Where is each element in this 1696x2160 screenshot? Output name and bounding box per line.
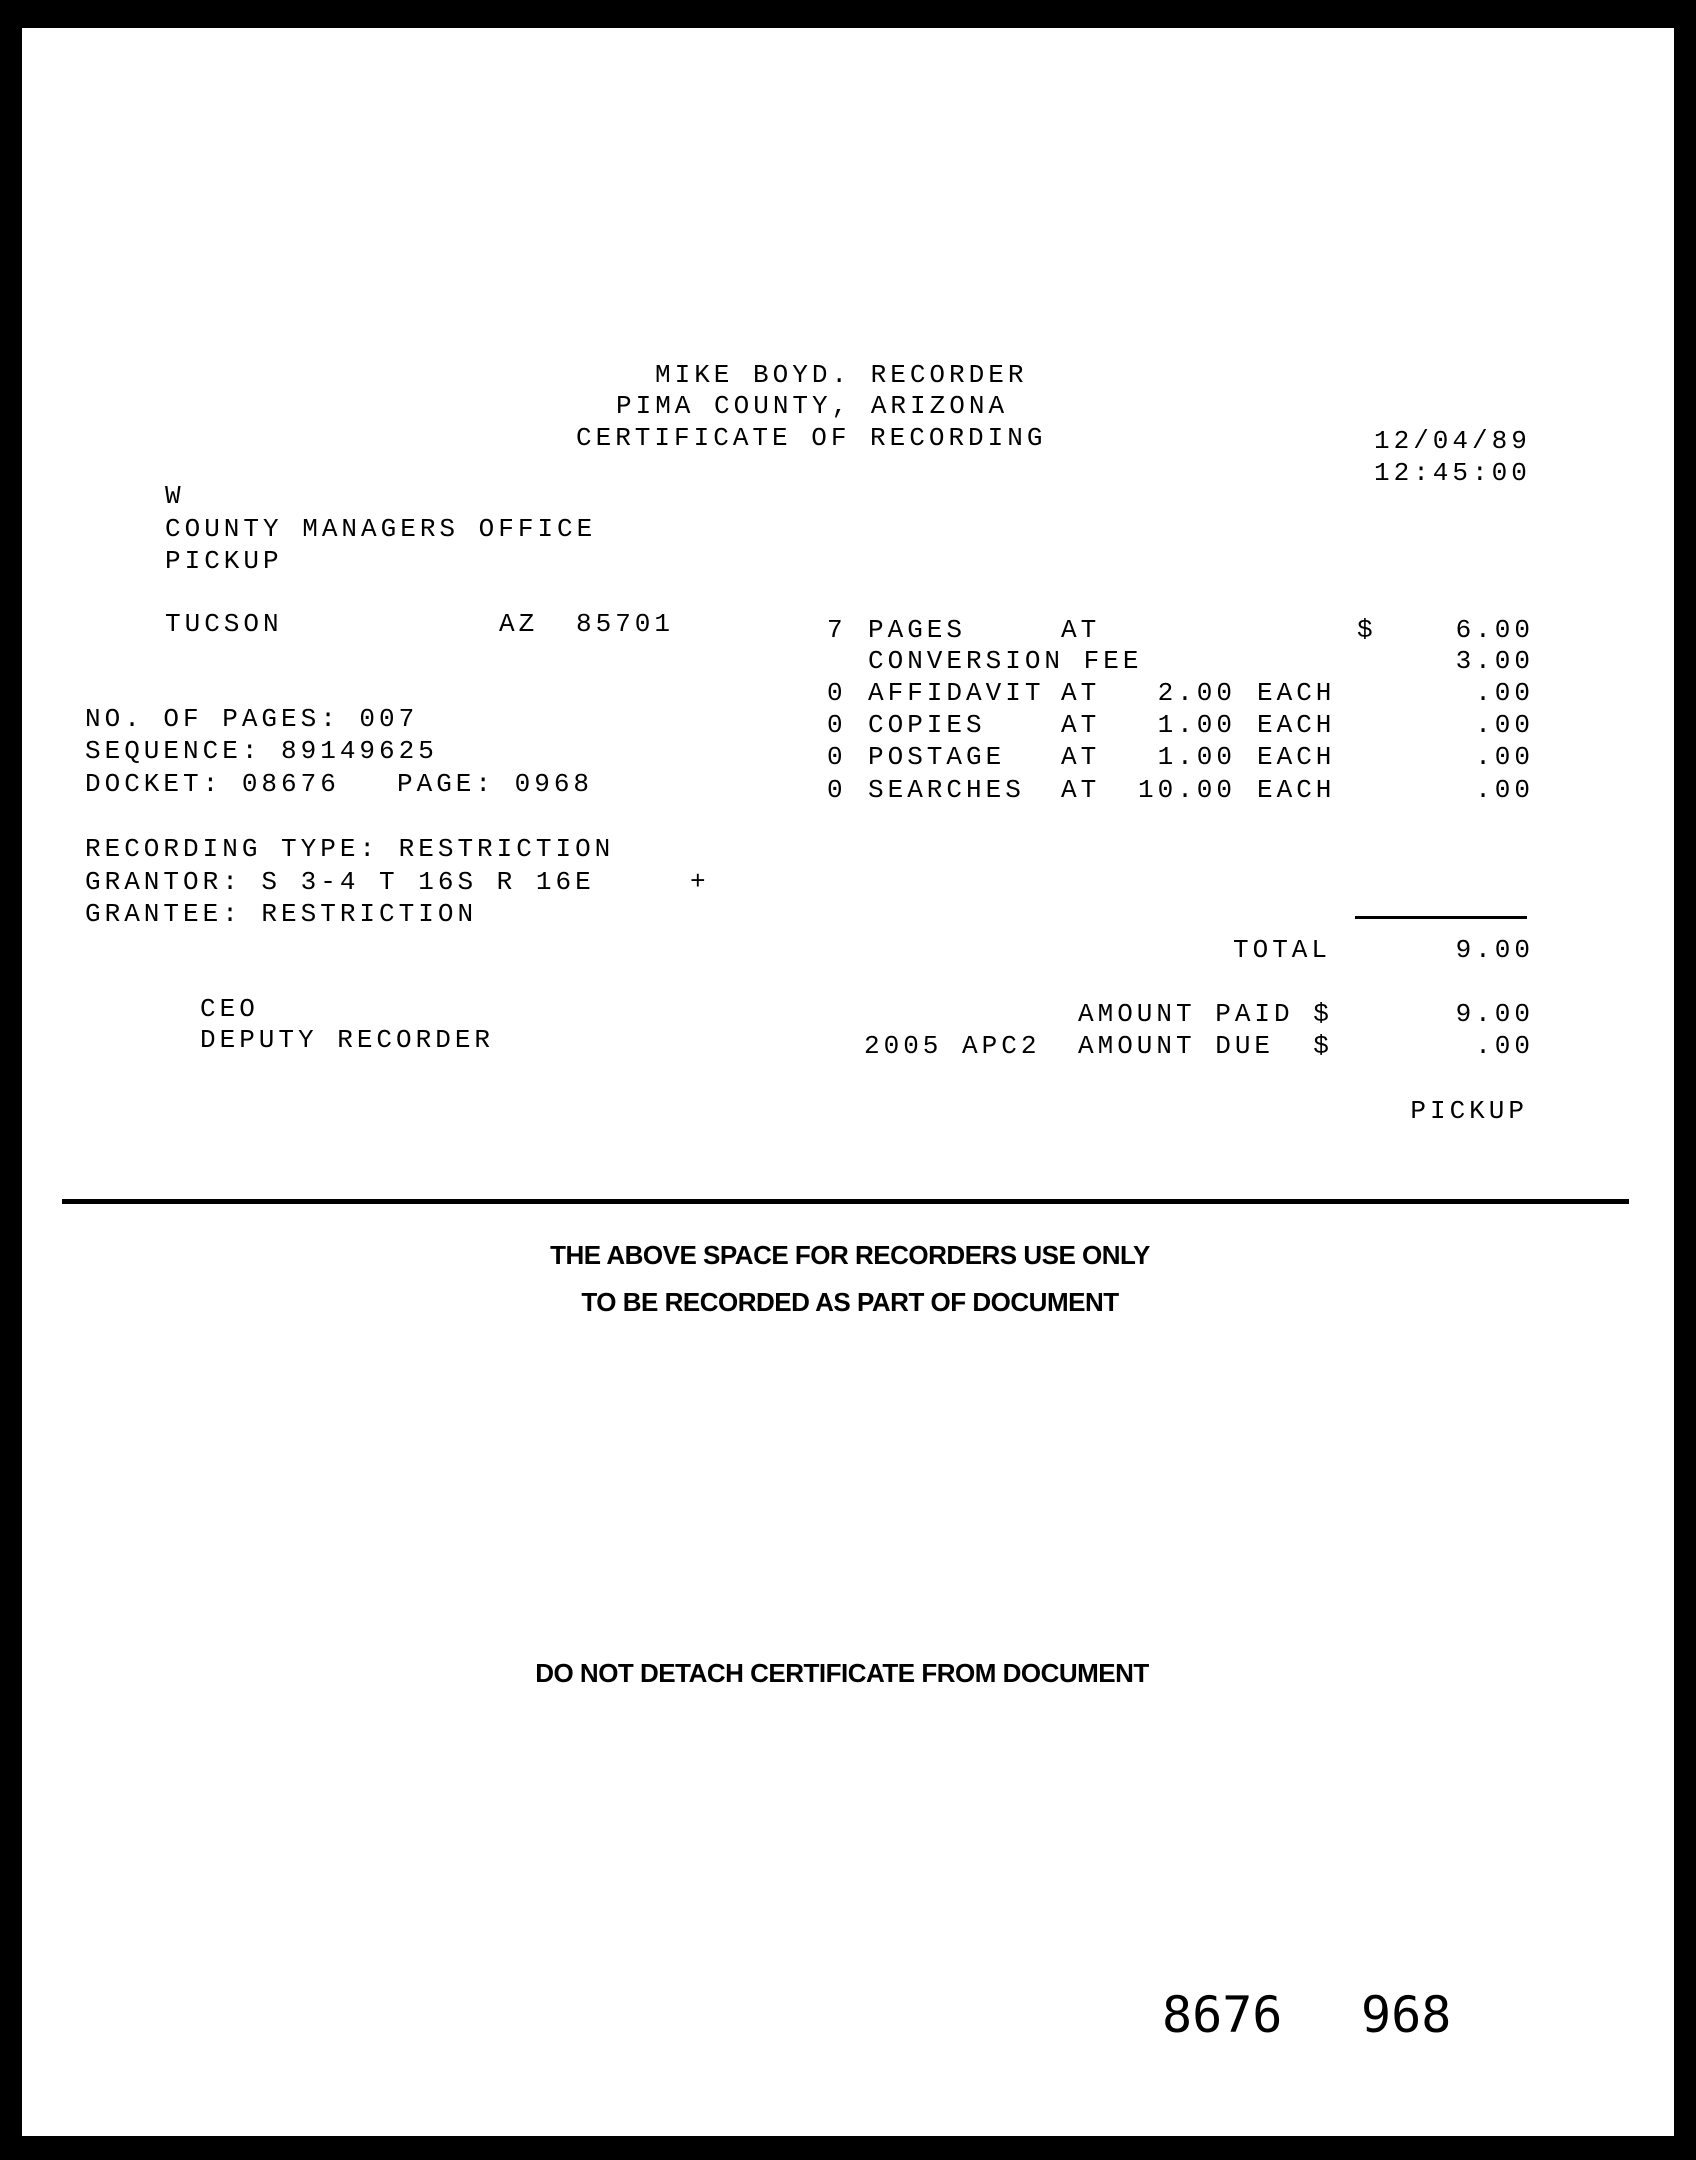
- fee-item: POSTAGE: [868, 742, 1006, 772]
- plus-mark: +: [690, 867, 710, 897]
- record-time: 12:45:00: [1374, 458, 1531, 488]
- fee-at: AT: [1061, 742, 1101, 772]
- recorder-name: MIKE BOYD. RECORDER: [655, 360, 1028, 390]
- fee-quantity: 0: [827, 742, 847, 772]
- fee-item: SEARCHES: [868, 775, 1025, 805]
- fee-at: AT: [1061, 775, 1101, 805]
- fee-each: EACH: [1257, 710, 1336, 740]
- sequence-number: SEQUENCE: 89149625: [85, 736, 438, 766]
- recorders-use-notice: THE ABOVE SPACE FOR RECORDERS USE ONLY: [550, 1240, 1150, 1270]
- footer-docket: 8676: [1162, 1986, 1283, 2044]
- address-line2: COUNTY MANAGERS OFFICE: [165, 514, 597, 544]
- fee-rate: 1.00: [1157, 710, 1236, 740]
- fee-amount: 6.00: [1455, 615, 1534, 645]
- fee-item: COPIES: [868, 710, 986, 740]
- fee-at: AT: [1061, 678, 1101, 708]
- total-rule: [1355, 916, 1527, 919]
- address-zip: 85701: [576, 609, 675, 639]
- record-as-part-notice: TO BE RECORDED AS PART OF DOCUMENT: [581, 1287, 1119, 1317]
- recording-type: RECORDING TYPE: RESTRICTION: [85, 834, 615, 864]
- fee-amount: .00: [1475, 710, 1534, 740]
- county-name: PIMA COUNTY, ARIZONA: [616, 391, 1009, 421]
- record-date: 12/04/89: [1374, 426, 1531, 456]
- fee-currency: $: [1357, 615, 1377, 645]
- amount-due-label: AMOUNT DUE $: [1078, 1031, 1333, 1061]
- address-line3: PICKUP: [165, 546, 283, 576]
- grantee: GRANTEE: RESTRICTION: [85, 899, 478, 929]
- fee-quantity: 7: [827, 615, 847, 645]
- amount-due: .00: [1475, 1031, 1534, 1061]
- fee-item: PAGES: [868, 615, 967, 645]
- fee-item: CONVERSION FEE: [868, 646, 1143, 676]
- fee-rate: 10.00: [1137, 775, 1236, 805]
- amount-paid-label: AMOUNT PAID $: [1078, 999, 1333, 1029]
- fee-amount: .00: [1475, 742, 1534, 772]
- fee-rate: 1.00: [1157, 742, 1236, 772]
- address-state: AZ: [499, 609, 539, 639]
- fee-each: EACH: [1257, 742, 1336, 772]
- total-amount: 9.00: [1455, 935, 1534, 965]
- station-code: 2005 APC2: [864, 1031, 1041, 1061]
- fee-item: AFFIDAVIT: [868, 678, 1045, 708]
- fee-amount: .00: [1475, 678, 1534, 708]
- fee-quantity: 0: [827, 678, 847, 708]
- grantor: GRANTOR: S 3-4 T 16S R 16E: [85, 867, 595, 897]
- fee-at: AT: [1061, 615, 1101, 645]
- address-city: TUCSON: [165, 609, 283, 639]
- fee-at: AT: [1061, 710, 1101, 740]
- address-line1: W: [165, 481, 185, 511]
- signer-title: DEPUTY RECORDER: [200, 1025, 495, 1055]
- fee-quantity: 0: [827, 775, 847, 805]
- fee-quantity: 0: [827, 710, 847, 740]
- fee-each: EACH: [1257, 775, 1336, 805]
- number-of-pages: NO. OF PAGES: 007: [85, 704, 419, 734]
- total-label: TOTAL: [1233, 935, 1332, 965]
- footer-page: 968: [1361, 1986, 1452, 2044]
- signer-name: CEO: [200, 994, 259, 1024]
- page-number: PAGE: 0968: [397, 769, 594, 799]
- certificate-title: CERTIFICATE OF RECORDING: [576, 423, 1047, 453]
- fee-amount: .00: [1475, 775, 1534, 805]
- amount-paid: 9.00: [1455, 999, 1534, 1029]
- delivery-method: PICKUP: [1410, 1096, 1528, 1126]
- certificate-page: [22, 28, 1674, 2136]
- do-not-detach-notice: DO NOT DETACH CERTIFICATE FROM DOCUMENT: [535, 1658, 1149, 1688]
- fee-rate: 2.00: [1157, 678, 1236, 708]
- fee-amount: 3.00: [1455, 646, 1534, 676]
- recorder-space-divider: [62, 1199, 1629, 1204]
- docket-number: DOCKET: 08676: [85, 769, 340, 799]
- fee-each: EACH: [1257, 678, 1336, 708]
